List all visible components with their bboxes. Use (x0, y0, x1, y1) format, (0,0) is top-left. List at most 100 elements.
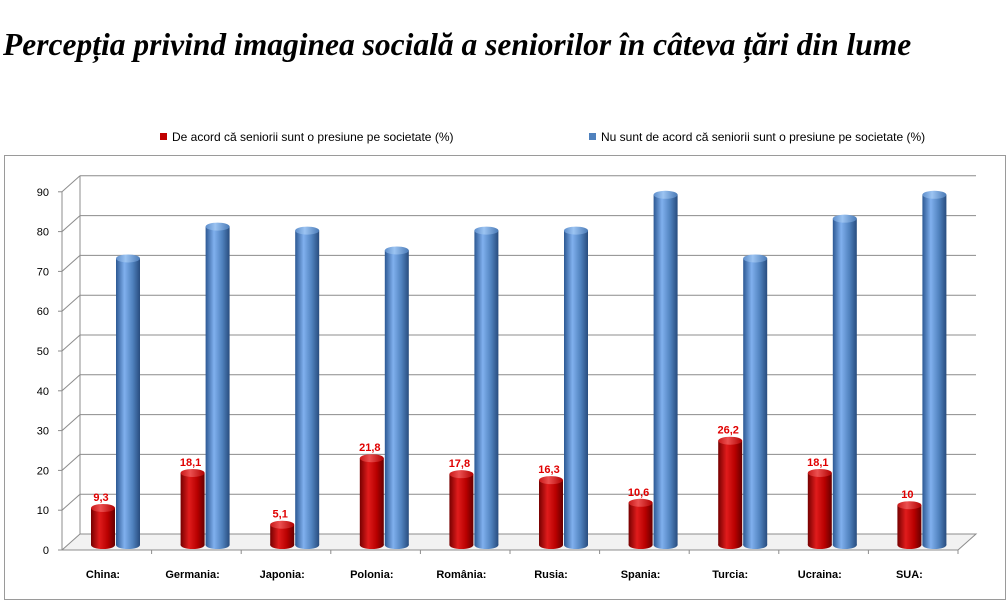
data-label-sua: 10 (901, 489, 913, 501)
bar-body (628, 502, 653, 545)
x-tick-label-sua: SUA: (896, 569, 923, 581)
bar-body (718, 440, 743, 545)
x-tick-label-ucraina: Ucraina: (798, 569, 842, 581)
bar-body (384, 250, 409, 546)
gridline-side (61, 255, 81, 272)
bar-body (295, 230, 320, 545)
bar-body (474, 230, 499, 545)
legend-label-disagree: Nu sunt de acord că seniorii sunt o pres… (601, 130, 926, 144)
bar-series1-rusia (539, 476, 563, 549)
x-tick-label-spania: Spania: (621, 569, 661, 581)
bar-top (449, 470, 474, 479)
bar-series2-china (116, 254, 140, 549)
legend-swatch-agree (160, 133, 167, 140)
gridline-side (61, 414, 81, 431)
bar-series2-turcia (743, 254, 768, 549)
data-label-turcia: 26,2 (717, 425, 738, 437)
x-tick-label-rusia: Rusia: (534, 569, 568, 581)
data-label-japonia: 5,1 (273, 509, 288, 521)
bar-series2-ucraina (832, 214, 857, 549)
data-label-spania: 10,6 (628, 487, 649, 499)
data-labels: 9,3 18,1 5,1 21,8 17,8 16,3 10,6 26,2 18,1 10 (93, 425, 913, 521)
bar-series1-japonia (270, 520, 295, 549)
bar-series1-sua (897, 501, 922, 549)
legend-item-agree: De acord că seniorii sunt o presiune pe … (160, 129, 453, 145)
bar-top (116, 254, 140, 263)
y-tick-label: 20 (37, 465, 49, 477)
data-label-germania: 18,1 (180, 457, 201, 469)
bar-top (628, 498, 653, 507)
bar-top (384, 246, 409, 255)
x-tick-label-romania: România: (436, 569, 486, 581)
bar-series1-china (91, 503, 115, 549)
bar-body (270, 524, 295, 545)
bar-series1-ucraina (807, 468, 832, 549)
bar-series2-japonia (295, 226, 320, 549)
bar-series2-romania (474, 226, 499, 549)
bar-series1-polonia (359, 454, 384, 549)
gridline-side (61, 175, 81, 193)
data-label-china: 9,3 (93, 492, 108, 504)
bar-top (270, 520, 295, 529)
bar-body (539, 480, 563, 545)
bar-top (91, 503, 115, 512)
bar-body (807, 472, 832, 545)
gridline-side (61, 493, 81, 511)
chart-area: 0 10 20 30 40 50 60 70 80 90 China: Germania: Japoni… (4, 155, 1006, 600)
bar-top (564, 226, 588, 235)
bar-top (743, 254, 768, 263)
bar-body (564, 230, 588, 545)
bar-top (832, 214, 857, 223)
bar-top (718, 436, 743, 445)
bar-series1-spania (628, 498, 653, 549)
y-tick-label: 80 (37, 227, 49, 239)
bar-top (807, 468, 832, 477)
chart-title: Percepția privind imaginea socială a sen… (3, 27, 912, 62)
bar-top (205, 222, 230, 231)
data-label-rusia: 16,3 (538, 464, 559, 476)
x-tick-label-polonia: Polonia: (350, 569, 393, 581)
gridline-side (61, 454, 81, 471)
bar-body (359, 458, 384, 545)
bar-top (474, 226, 499, 235)
x-tick-label-china: China: (86, 569, 120, 581)
bar-top (295, 226, 320, 235)
bar-series1-turcia (718, 436, 743, 549)
bar-top (653, 190, 678, 199)
axis-labels: 0 10 20 30 40 50 60 70 80 90 China: Germania: Japoni… (37, 187, 923, 581)
y-tick-label: 50 (37, 346, 49, 358)
bar-series1-romania (449, 470, 474, 549)
bar-body (922, 194, 947, 545)
bar-body (205, 226, 230, 545)
gridline-side (61, 215, 81, 232)
bar-top (897, 501, 922, 510)
bar-body (449, 474, 474, 545)
y-tick-label: 30 (37, 426, 49, 438)
bars-layer (91, 190, 947, 549)
y-tick-label: 90 (37, 187, 49, 199)
x-tick-label-germania: Germania: (165, 569, 219, 581)
bar-series2-sua (922, 190, 947, 549)
bar-top (180, 468, 205, 477)
bar-series2-spania (653, 190, 678, 549)
legend-label-agree: De acord că seniorii sunt o presiune pe … (172, 130, 454, 144)
y-tick-label: 40 (37, 386, 49, 398)
x-tick-label-japonia: Japonia: (260, 569, 305, 581)
data-label-romania: 17,8 (449, 458, 470, 470)
bar-body (180, 472, 205, 545)
bar-body (91, 507, 115, 545)
gridline-side (61, 294, 81, 312)
x-tick-label-turcia: Turcia: (712, 569, 748, 581)
bar-body (743, 258, 768, 545)
bar-series2-polonia (384, 246, 409, 549)
gridline-side (61, 374, 81, 392)
bar-top (922, 190, 947, 199)
y-tick-label: 10 (37, 505, 49, 517)
gridline-side (61, 334, 81, 352)
y-tick-label: 0 (43, 545, 49, 557)
legend-item-disagree: Nu sunt de acord că seniorii sunt o pres… (589, 129, 925, 145)
bar-top (539, 476, 563, 485)
bar-series2-rusia (564, 226, 588, 549)
bar-body (653, 194, 678, 545)
bar-series1-germania (180, 468, 205, 549)
